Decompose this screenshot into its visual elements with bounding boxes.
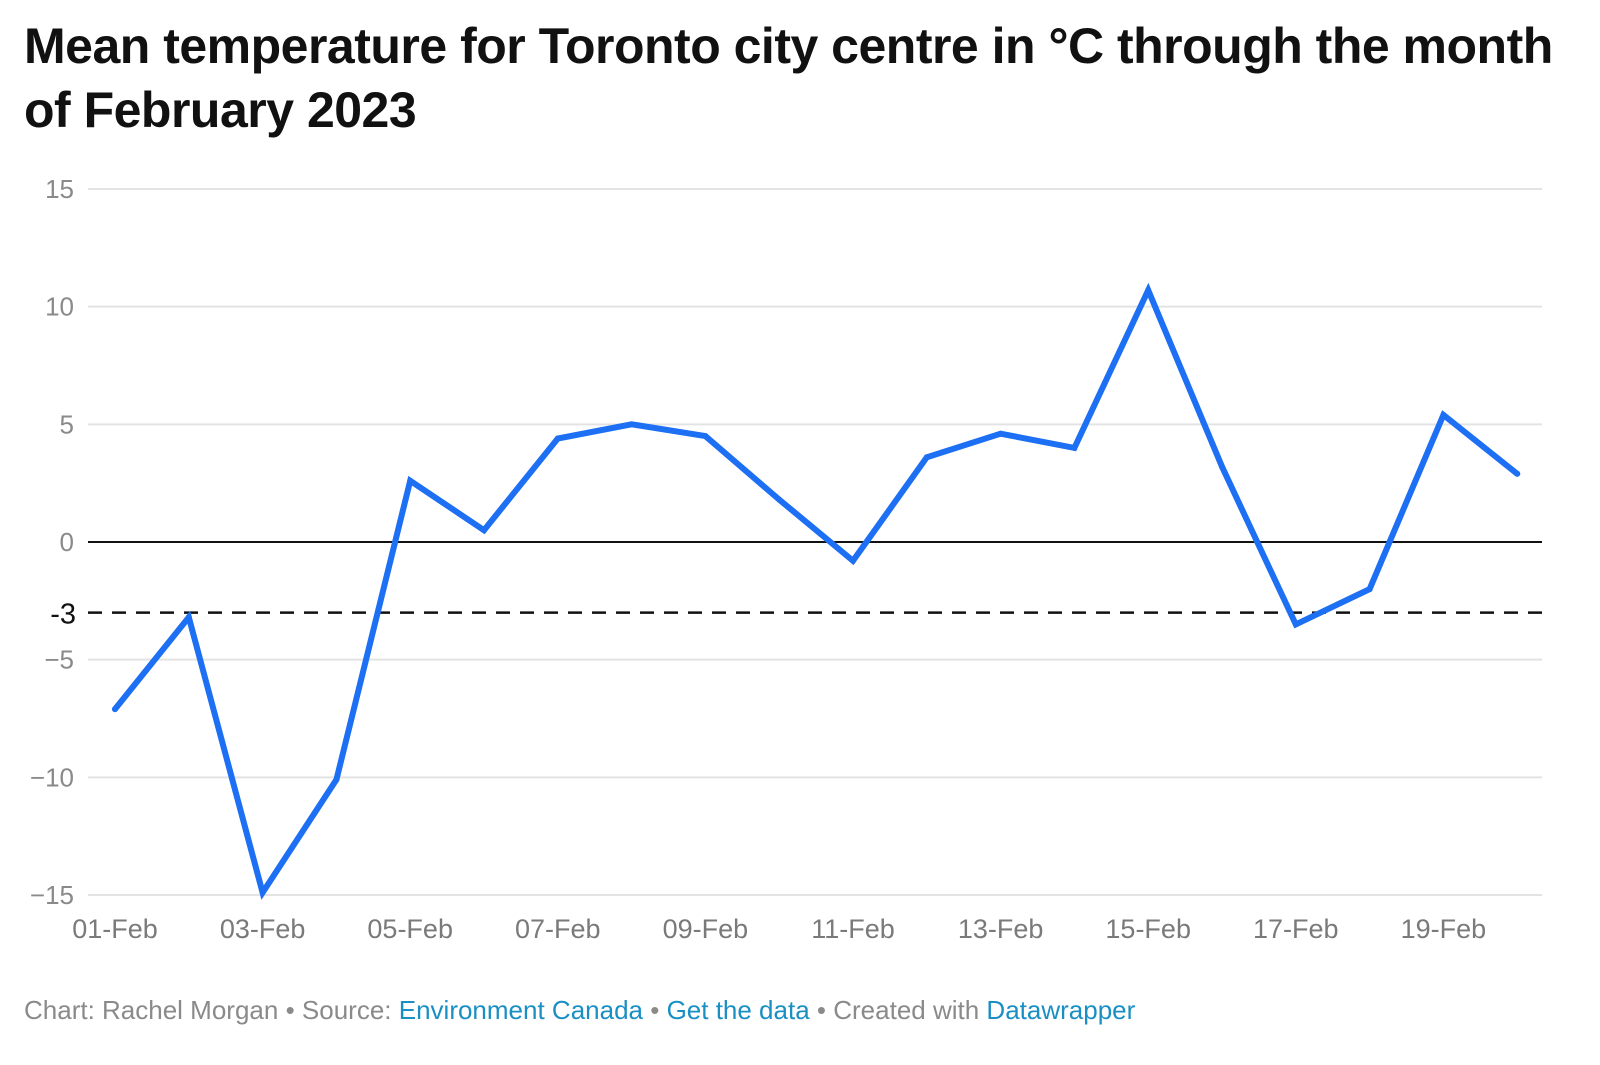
y-tick-label: −15 [30, 880, 74, 910]
y-tick-label: 10 [45, 292, 74, 322]
reference-lines: -3 [50, 599, 1542, 631]
footer-separator: • [643, 995, 667, 1025]
data-point [481, 527, 487, 534]
data-point [112, 706, 118, 713]
y-tick-label: −10 [30, 762, 74, 792]
data-point [776, 496, 783, 503]
footer-separator: • [809, 995, 834, 1025]
x-tick-label: 09-Feb [663, 914, 749, 944]
y-tick-label: 15 [45, 174, 74, 204]
data-point [1219, 463, 1225, 470]
data-point [333, 776, 340, 783]
chart-credit: Chart: Rachel Morgan [24, 995, 279, 1025]
chart-title: Mean temperature for Toronto city centre… [24, 18, 1553, 138]
reference-line-label: -3 [50, 599, 76, 631]
get-data-link[interactable]: Get the data [666, 995, 810, 1025]
x-tick-label: 13-Feb [958, 914, 1044, 944]
data-point [702, 433, 709, 440]
footer-separator: • [278, 995, 302, 1025]
data-point [997, 430, 1004, 437]
chart-footer: Chart: Rachel Morgan • Source: Environme… [24, 995, 1135, 1026]
data-point [259, 889, 266, 896]
x-tick-label: 01-Feb [72, 914, 158, 944]
data-point [923, 454, 930, 461]
y-tick-label: −5 [44, 645, 74, 675]
x-axis-labels: 01-Feb 03-Feb 05-Feb 07-Feb 09-Feb 11-Feb 13-F… [72, 914, 1486, 944]
data-point [1071, 444, 1078, 451]
source-prefix: Source: [301, 995, 399, 1025]
data-point [1145, 287, 1152, 294]
x-tick-label: 11-Feb [811, 914, 895, 944]
series-line-0 [112, 282, 1521, 900]
data-point [1292, 621, 1299, 628]
data-point [628, 421, 635, 428]
x-tick-label: 17-Feb [1253, 914, 1339, 944]
data-point [850, 557, 856, 564]
data-point [1514, 470, 1521, 477]
y-axis-labels: 15 10 5 0 −5 −10 −15 [30, 174, 74, 910]
data-point [554, 435, 561, 442]
data-point [407, 477, 414, 484]
datawrapper-link[interactable]: Datawrapper [986, 995, 1136, 1025]
created-with-text: Created with [833, 995, 987, 1025]
x-tick-label: 03-Feb [220, 914, 306, 944]
y-tick-label: 0 [60, 527, 74, 557]
series-layer [112, 282, 1521, 900]
x-tick-label: 19-Feb [1401, 914, 1487, 944]
x-tick-label: 15-Feb [1105, 914, 1191, 944]
data-point [185, 614, 192, 621]
data-point [1440, 411, 1447, 418]
y-tick-label: 5 [60, 409, 74, 439]
data-point [1366, 586, 1373, 593]
grid-lines [88, 188, 1542, 896]
x-tick-label: 05-Feb [367, 914, 453, 944]
x-tick-label: 07-Feb [515, 914, 601, 944]
source-link[interactable]: Environment Canada [398, 995, 643, 1025]
